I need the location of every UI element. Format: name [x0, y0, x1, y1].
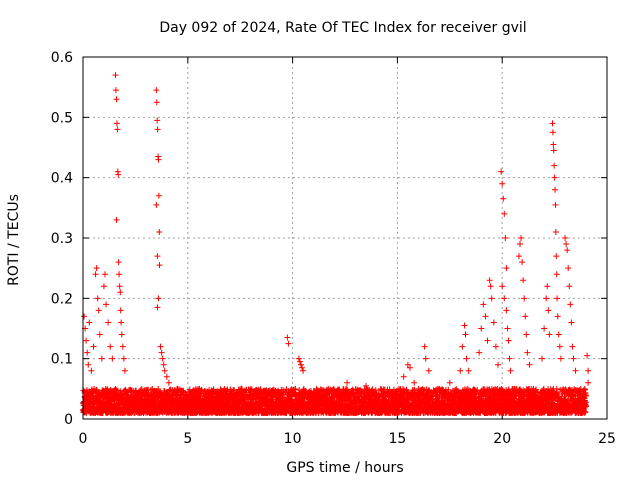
y-tick-label: 0.3 — [51, 231, 73, 247]
y-tick-label: 0.5 — [51, 110, 73, 126]
data-point — [147, 386, 154, 393]
y-tick-label: 0.1 — [51, 352, 73, 368]
ticks: 0 0.1 0.2 0.3 0.4 0.5 0.6 0 5 10 15 20 25 — [51, 50, 616, 447]
x-tick-label: 0 — [79, 431, 88, 447]
x-tick-label: 10 — [284, 431, 302, 447]
chart-title: Day 092 of 2024, Rate Of TEC Index for r… — [159, 20, 526, 36]
data-point — [113, 387, 120, 394]
y-tick-label: 0.2 — [51, 291, 73, 307]
x-tick-label: 5 — [183, 431, 192, 447]
y-axis-label: ROTI / TECUs — [6, 194, 22, 286]
x-tick-label: 25 — [598, 431, 616, 447]
grid — [83, 57, 607, 419]
x-tick-label: 15 — [388, 431, 406, 447]
x-tick-label: 20 — [493, 431, 511, 447]
y-tick-label: 0.4 — [51, 171, 73, 187]
data-point — [155, 385, 162, 392]
y-tick-label: 0 — [64, 412, 73, 428]
y-tick-label: 0.6 — [51, 50, 73, 66]
data-points — [80, 72, 592, 416]
x-axis-label: GPS time / hours — [286, 460, 403, 476]
